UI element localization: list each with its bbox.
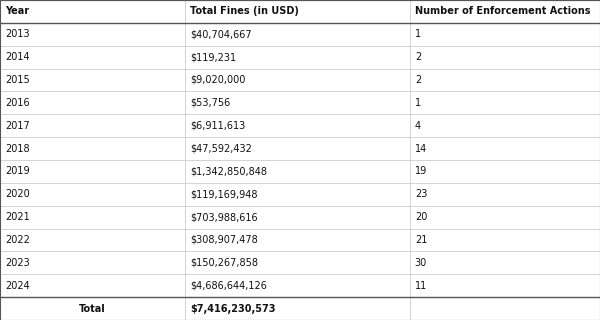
Bar (0, 160, 185, 183)
Bar (185, 68, 410, 92)
Bar (410, 183, 600, 206)
Bar (185, 0, 410, 23)
Bar (185, 228, 410, 252)
Text: $6,911,613: $6,911,613 (190, 121, 245, 131)
Text: $47,592,432: $47,592,432 (190, 144, 251, 154)
Bar (410, 297, 600, 320)
Text: Year: Year (5, 6, 29, 16)
Bar (410, 0, 600, 23)
Text: 2023: 2023 (5, 258, 29, 268)
Bar (410, 206, 600, 228)
Text: 2021: 2021 (5, 212, 29, 222)
Bar (185, 23, 410, 46)
Text: Total Fines (in USD): Total Fines (in USD) (190, 6, 299, 16)
Bar (185, 297, 410, 320)
Bar (185, 114, 410, 137)
Bar (185, 137, 410, 160)
Text: $40,704,667: $40,704,667 (190, 29, 251, 39)
Text: $1,342,850,848: $1,342,850,848 (190, 166, 267, 176)
Text: $150,267,858: $150,267,858 (190, 258, 258, 268)
Bar (0, 0, 185, 23)
Bar (410, 68, 600, 92)
Text: 1: 1 (415, 29, 421, 39)
Bar (0, 183, 185, 206)
Text: 11: 11 (415, 281, 427, 291)
Bar (185, 46, 410, 68)
Bar (185, 274, 410, 297)
Bar (0, 228, 185, 252)
Text: 2013: 2013 (5, 29, 29, 39)
Bar (0, 92, 185, 114)
Bar (410, 274, 600, 297)
Bar (410, 23, 600, 46)
Bar (410, 160, 600, 183)
Bar (0, 23, 185, 46)
Bar (0, 274, 185, 297)
Text: 21: 21 (415, 235, 427, 245)
Text: 2016: 2016 (5, 98, 29, 108)
Text: $7,416,230,573: $7,416,230,573 (190, 304, 275, 314)
Bar (410, 114, 600, 137)
Text: 2022: 2022 (5, 235, 29, 245)
Text: 19: 19 (415, 166, 427, 176)
Text: $119,231: $119,231 (190, 52, 236, 62)
Bar (410, 92, 600, 114)
Text: $119,169,948: $119,169,948 (190, 189, 257, 199)
Bar (0, 206, 185, 228)
Bar (185, 160, 410, 183)
Bar (185, 206, 410, 228)
Bar (185, 92, 410, 114)
Bar (0, 114, 185, 137)
Bar (0, 137, 185, 160)
Text: Total: Total (79, 304, 106, 314)
Bar (185, 252, 410, 274)
Text: 1: 1 (415, 98, 421, 108)
Text: 2020: 2020 (5, 189, 29, 199)
Bar (0, 68, 185, 92)
Text: 20: 20 (415, 212, 427, 222)
Bar (0, 297, 185, 320)
Text: 14: 14 (415, 144, 427, 154)
Text: 2: 2 (415, 75, 421, 85)
Bar (410, 137, 600, 160)
Bar (410, 252, 600, 274)
Text: 30: 30 (415, 258, 427, 268)
Bar (185, 183, 410, 206)
Text: 2017: 2017 (5, 121, 29, 131)
Bar (410, 228, 600, 252)
Text: $703,988,616: $703,988,616 (190, 212, 257, 222)
Text: $9,020,000: $9,020,000 (190, 75, 245, 85)
Bar (0, 46, 185, 68)
Text: 2014: 2014 (5, 52, 29, 62)
Text: 2: 2 (415, 52, 421, 62)
Text: 23: 23 (415, 189, 427, 199)
Text: $4,686,644,126: $4,686,644,126 (190, 281, 266, 291)
Text: 4: 4 (415, 121, 421, 131)
Text: 2019: 2019 (5, 166, 29, 176)
Text: $308,907,478: $308,907,478 (190, 235, 257, 245)
Text: Number of Enforcement Actions: Number of Enforcement Actions (415, 6, 590, 16)
Bar (0, 252, 185, 274)
Text: 2024: 2024 (5, 281, 29, 291)
Text: $53,756: $53,756 (190, 98, 230, 108)
Text: 2015: 2015 (5, 75, 29, 85)
Bar (410, 46, 600, 68)
Text: 2018: 2018 (5, 144, 29, 154)
